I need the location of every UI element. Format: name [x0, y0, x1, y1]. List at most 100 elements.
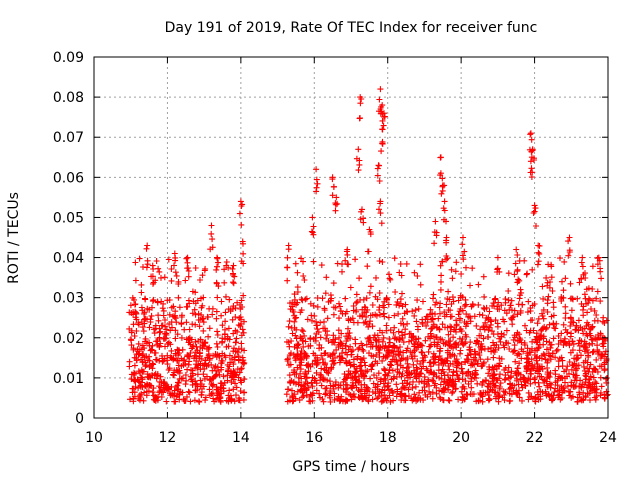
data-point	[217, 385, 224, 392]
data-point	[130, 395, 137, 402]
data-point	[214, 294, 221, 301]
data-point	[382, 367, 389, 374]
data-point	[505, 270, 512, 277]
data-point	[287, 397, 293, 404]
data-point	[379, 338, 386, 345]
data-point	[215, 283, 222, 290]
data-point	[461, 319, 468, 325]
data-point	[423, 322, 430, 329]
data-point	[162, 343, 168, 350]
data-point	[363, 341, 370, 348]
data-point	[238, 221, 245, 228]
data-point	[141, 389, 148, 396]
data-point	[525, 352, 532, 359]
data-point	[540, 295, 547, 302]
data-point	[411, 391, 418, 398]
data-point	[235, 374, 242, 381]
data-point	[151, 330, 158, 337]
data-point	[519, 384, 526, 391]
data-point	[299, 327, 305, 333]
data-point	[372, 390, 379, 397]
data-point	[459, 369, 466, 376]
data-point	[437, 381, 444, 388]
data-point	[353, 384, 360, 391]
data-point	[164, 340, 171, 347]
data-point	[175, 386, 182, 393]
data-point	[435, 339, 442, 346]
data-point	[484, 389, 491, 396]
data-point	[514, 391, 521, 398]
data-point	[174, 346, 181, 353]
data-point	[317, 319, 324, 326]
data-point	[356, 275, 363, 282]
data-point	[355, 146, 362, 153]
data-point	[421, 373, 428, 380]
data-point	[241, 376, 247, 383]
data-point	[391, 312, 398, 319]
data-point	[181, 398, 188, 404]
data-point	[224, 335, 231, 342]
data-point	[593, 295, 600, 302]
data-point	[186, 358, 193, 365]
data-point	[430, 350, 437, 357]
data-point	[224, 372, 231, 379]
data-point	[527, 308, 534, 314]
data-point	[135, 340, 142, 347]
data-point	[207, 246, 214, 253]
data-point	[516, 360, 523, 367]
data-point	[472, 369, 478, 376]
data-point	[548, 341, 555, 348]
data-point	[487, 373, 493, 380]
data-point	[172, 254, 179, 261]
data-point	[230, 361, 237, 368]
data-point	[153, 338, 160, 345]
data-point	[459, 336, 466, 342]
data-point	[507, 397, 514, 404]
data-point	[353, 291, 360, 298]
data-point	[497, 338, 504, 345]
data-point	[195, 361, 202, 368]
data-point	[126, 358, 133, 365]
data-point	[594, 317, 601, 324]
data-point	[531, 395, 538, 402]
data-point	[152, 356, 159, 363]
data-point	[230, 303, 237, 309]
data-point	[403, 260, 410, 267]
data-point	[387, 339, 393, 346]
data-point	[313, 176, 320, 183]
y-tick-label: 0.02	[53, 331, 84, 347]
data-point	[400, 321, 407, 328]
data-point	[388, 362, 395, 369]
data-point	[427, 306, 434, 313]
data-point	[479, 381, 486, 388]
data-point	[468, 375, 475, 382]
data-point	[431, 333, 437, 340]
data-point	[146, 306, 153, 313]
data-point	[404, 355, 411, 362]
data-points	[126, 86, 611, 405]
data-point	[349, 347, 356, 354]
data-point	[381, 313, 388, 320]
data-point	[602, 336, 609, 343]
data-point	[441, 372, 448, 379]
data-point	[327, 394, 333, 401]
data-point	[531, 301, 538, 307]
data-point	[152, 397, 159, 404]
data-point	[505, 288, 512, 294]
data-point	[356, 344, 363, 351]
data-point	[376, 304, 383, 311]
data-point	[342, 397, 349, 404]
data-point	[302, 379, 309, 385]
data-point	[175, 347, 182, 354]
data-point	[564, 383, 571, 390]
data-point	[368, 341, 374, 348]
data-point	[339, 350, 345, 357]
data-point	[576, 391, 583, 398]
data-point	[383, 294, 390, 301]
data-point	[386, 336, 393, 342]
data-point	[444, 347, 451, 354]
data-point	[486, 363, 493, 370]
data-point	[321, 325, 328, 332]
data-point	[318, 352, 325, 359]
data-point	[184, 303, 191, 310]
